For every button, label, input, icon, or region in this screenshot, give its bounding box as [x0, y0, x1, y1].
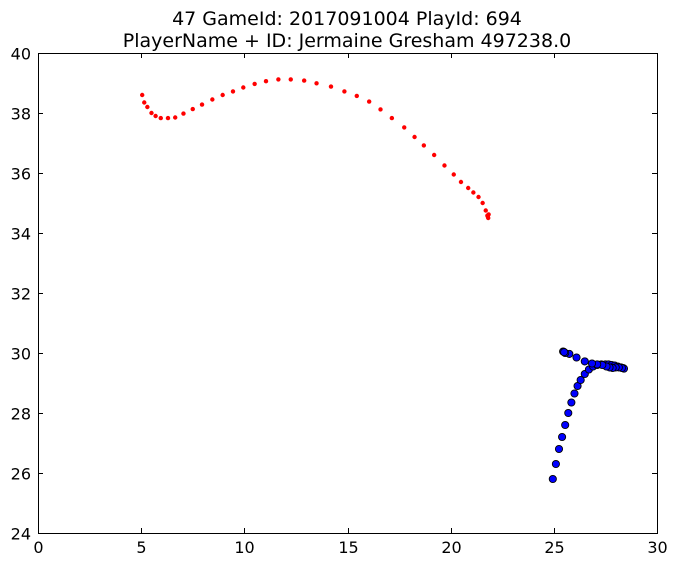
data-point — [190, 106, 195, 112]
data-point — [576, 375, 585, 385]
data-point — [378, 107, 383, 112]
data-point — [564, 408, 573, 418]
x-tick-label: 15 — [338, 538, 358, 557]
y-tick-label: 28 — [11, 405, 31, 424]
data-point — [328, 84, 334, 89]
data-point — [389, 115, 395, 121]
data-point — [241, 85, 246, 90]
data-point — [567, 398, 576, 407]
series-1 — [548, 347, 629, 484]
data-point — [354, 93, 359, 99]
data-point — [476, 194, 481, 200]
data-point — [483, 208, 488, 213]
x-tick-label: 10 — [234, 538, 254, 557]
data-point — [342, 89, 347, 94]
data-point — [210, 97, 215, 102]
data-point — [442, 163, 447, 168]
data-point — [551, 459, 560, 469]
data-point — [220, 92, 225, 98]
data-point — [421, 143, 427, 148]
data-point — [288, 77, 293, 82]
chart-title-line-1: 47 GameId: 2017091004 PlayId: 694 — [172, 8, 522, 30]
y-tick-label: 32 — [11, 285, 31, 304]
data-point — [139, 92, 145, 98]
data-point — [230, 89, 236, 94]
data-point — [560, 348, 569, 357]
y-tick-label: 38 — [11, 105, 31, 124]
x-tick-label: 5 — [136, 538, 146, 557]
chart-title-line-2: PlayerName + ID: Jermaine Gresham 497238… — [123, 30, 571, 52]
x-tick-label: 25 — [544, 538, 564, 557]
data-point — [570, 389, 579, 398]
y-tick-label: 34 — [11, 225, 31, 244]
data-point — [587, 359, 597, 368]
y-tick-label: 24 — [11, 525, 31, 544]
y-tick-label: 30 — [11, 345, 31, 364]
data-point — [572, 353, 581, 362]
data-point — [199, 102, 205, 107]
data-point — [252, 81, 257, 87]
data-point — [142, 100, 147, 105]
data-point — [466, 185, 471, 191]
data-point — [173, 115, 178, 120]
data-point — [263, 79, 269, 84]
data-point — [149, 110, 154, 116]
data-point — [276, 77, 281, 82]
series-0 — [139, 77, 491, 221]
data-point — [314, 81, 319, 86]
data-point — [480, 200, 485, 206]
data-point — [366, 99, 372, 104]
plot-area-frame — [38, 53, 658, 534]
data-points — [139, 77, 629, 484]
data-point — [485, 214, 491, 219]
data-point — [402, 125, 407, 130]
data-point — [181, 111, 186, 116]
y-tick-label: 40 — [11, 45, 31, 64]
data-point — [548, 474, 557, 484]
data-point — [458, 179, 464, 185]
data-point — [165, 115, 171, 121]
data-point — [301, 78, 307, 83]
data-point — [471, 190, 476, 195]
data-point — [561, 420, 570, 430]
data-point — [580, 357, 589, 366]
x-tick-label: 20 — [441, 538, 461, 557]
data-point — [554, 444, 564, 454]
data-point — [145, 104, 150, 110]
y-tick-label: 36 — [11, 165, 31, 184]
data-point — [558, 432, 567, 442]
data-point — [451, 172, 456, 177]
axis-ticks: 0 5 10 15 20 25 30 24 26 28 30 32 34 36 38 40 — [11, 45, 668, 558]
x-tick-label: 0 — [33, 538, 43, 557]
data-point — [431, 152, 437, 158]
x-tick-label: 30 — [647, 538, 667, 557]
data-point — [153, 113, 158, 119]
data-point — [412, 134, 417, 140]
y-tick-label: 26 — [11, 465, 31, 484]
data-point — [158, 115, 163, 121]
